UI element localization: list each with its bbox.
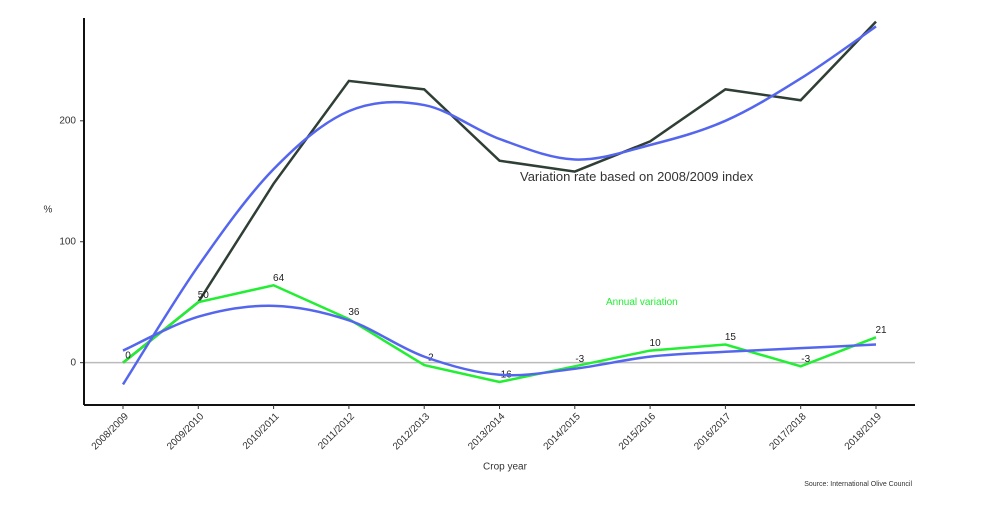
x-tick-label: 2008/2009 — [90, 411, 132, 453]
source: Source: International Olive Council — [804, 481, 912, 488]
data-label: 50 — [198, 290, 210, 301]
x-tick-label: 2017/2018 — [767, 411, 809, 453]
y-tick-label: 100 — [59, 236, 76, 247]
trend-line — [122, 304, 877, 377]
line — [122, 20, 877, 364]
series-annotation: Variation rate based on 2008/2009 index — [520, 169, 754, 184]
x-tick-label: 2011/2012 — [316, 411, 357, 452]
y-tick-label: 0 — [70, 357, 76, 368]
x-tick-label: 2018/2019 — [843, 411, 885, 453]
data-label: 21 — [875, 325, 887, 336]
x-tick-label: 2015/2016 — [617, 411, 659, 453]
data-label: 64 — [273, 273, 285, 284]
x-tick-label: 2010/2011 — [241, 411, 282, 452]
x-tick-label: 2016/2017 — [692, 411, 734, 453]
x-tick-label: 2012/2013 — [391, 411, 433, 453]
data-label: 15 — [725, 332, 737, 343]
data-label: 10 — [650, 338, 662, 349]
data-label: 36 — [348, 307, 360, 318]
data-label: -3 — [801, 354, 810, 365]
x-axis-title: Crop year — [483, 462, 528, 473]
x-tick-label: 2014/2015 — [542, 411, 584, 453]
data-label: -3 — [575, 354, 584, 365]
x-tick-label: 2009/2010 — [165, 411, 207, 453]
trend-line — [121, 25, 877, 386]
y-tick-label: 200 — [59, 115, 76, 126]
line — [122, 283, 877, 384]
y-axis-title: % — [44, 205, 53, 216]
data-label: 0 — [125, 350, 131, 361]
x-tick-label: 2013/2014 — [466, 411, 508, 453]
series-annotation: Annual variation — [606, 297, 678, 308]
